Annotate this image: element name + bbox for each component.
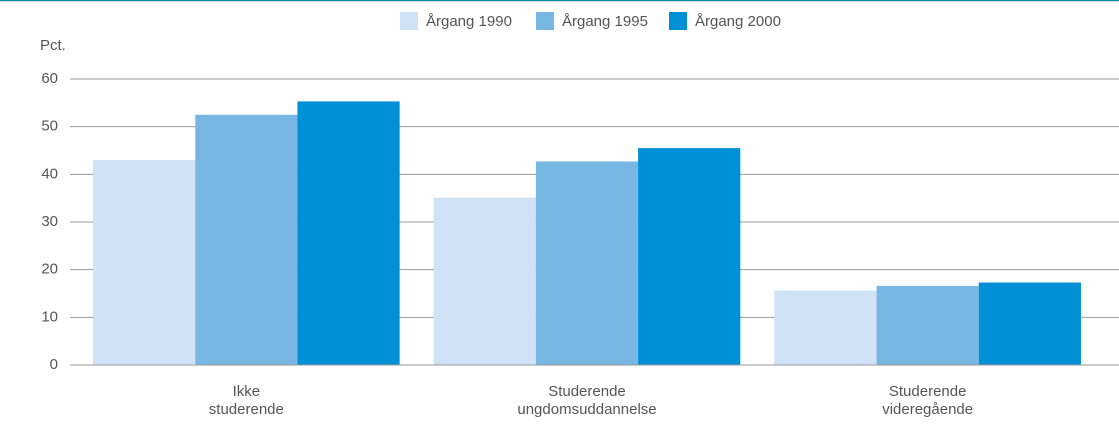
legend-label: Årgang 1995: [562, 13, 648, 30]
x-tick-label-line: Studerende: [548, 383, 626, 400]
y-tick-label: 30: [41, 213, 58, 230]
x-tick-label: Ikke studerende: [209, 383, 284, 418]
x-tick-label-line: studerende: [209, 401, 284, 418]
bar: [535, 161, 639, 365]
bar: [433, 197, 536, 365]
legend-swatch: [400, 12, 418, 30]
bar: [93, 160, 196, 365]
y-tick-label: 0: [50, 356, 58, 373]
bar: [297, 101, 400, 366]
y-tick-label: 60: [41, 70, 58, 87]
bar: [195, 114, 298, 365]
y-tick-label: 20: [41, 261, 58, 278]
bar: [774, 290, 877, 365]
x-tick-label-line: videregående: [882, 401, 973, 418]
x-tick-label: Studerende videregående: [882, 383, 973, 418]
y-axis-label: Pct.: [40, 37, 66, 54]
bar: [978, 282, 1081, 365]
x-tick-label-line: Ikke: [233, 383, 261, 400]
x-tick-label: Studerende ungdomsuddannelse: [517, 383, 656, 418]
bar: [638, 148, 741, 365]
legend-label: Årgang 1990: [426, 13, 512, 30]
bar: [876, 285, 979, 365]
legend-label: Årgang 2000: [695, 13, 781, 30]
y-tick-label: 50: [41, 118, 58, 135]
x-tick-label-line: Studerende: [889, 383, 967, 400]
legend-swatch: [669, 12, 687, 30]
y-tick-label: 10: [41, 308, 58, 325]
legend-swatch: [536, 12, 554, 30]
y-tick-label: 40: [41, 165, 58, 182]
x-tick-label-line: ungdomsuddannelse: [517, 401, 656, 418]
